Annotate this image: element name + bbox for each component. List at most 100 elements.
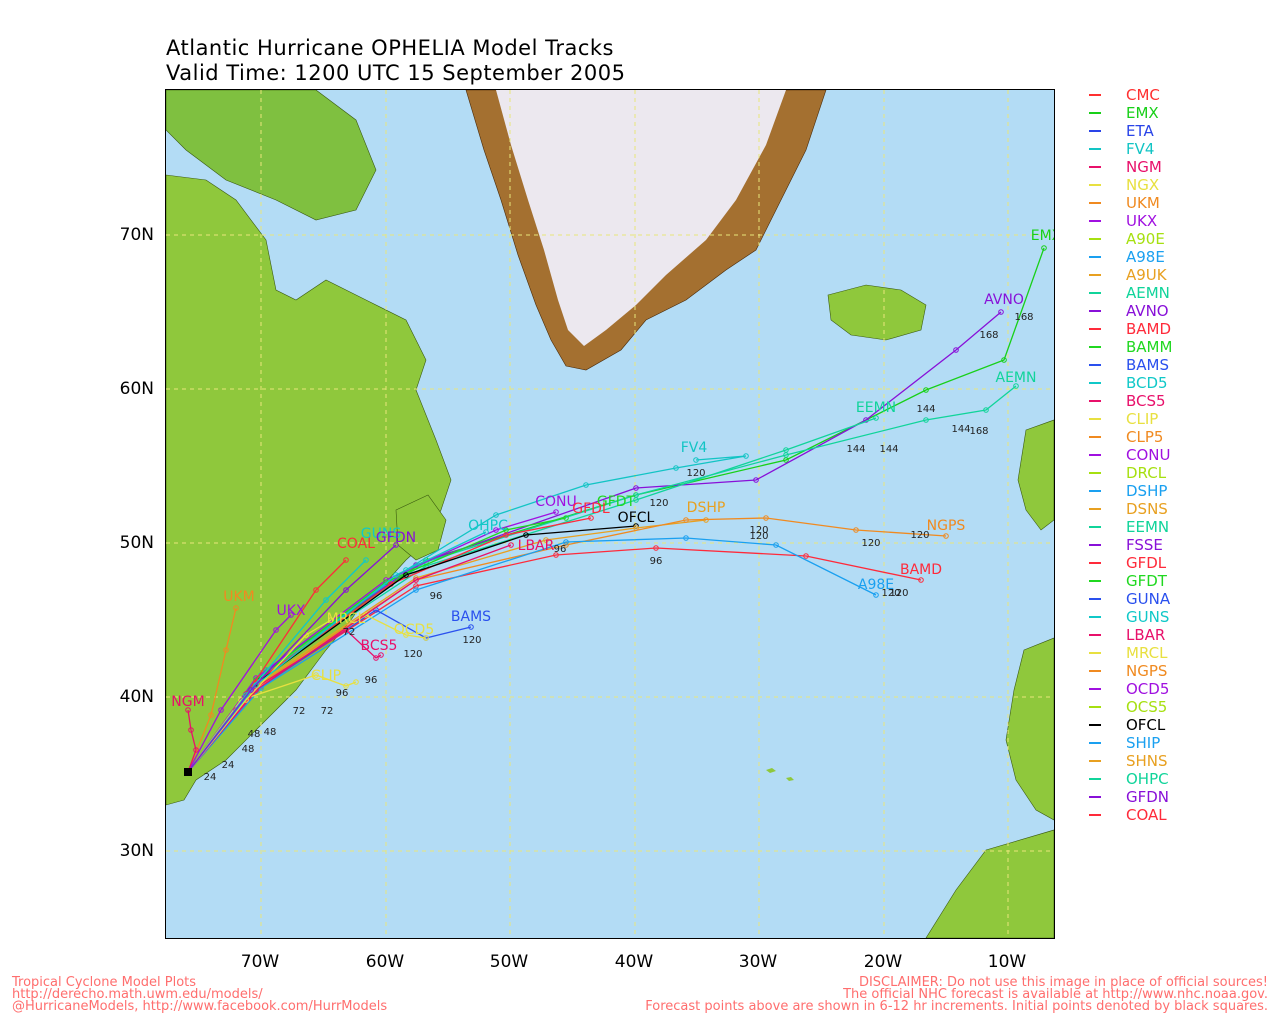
forecast-point — [943, 533, 949, 539]
legend-swatch — [1089, 310, 1101, 312]
forecast-hour-label: 96 — [554, 544, 567, 555]
forecast-point — [683, 517, 689, 523]
initial-position — [184, 768, 192, 776]
legend-item-clp5: CLP5 — [1086, 428, 1276, 446]
legend-swatch — [1089, 544, 1101, 546]
track-label-ukm: UKM — [223, 589, 255, 605]
lat-tick-70n: 70N — [119, 225, 154, 245]
lon-tick-20w: 20W — [863, 952, 903, 972]
legend-swatch — [1089, 652, 1101, 654]
forecast-point — [588, 515, 594, 521]
map-panel[interactable]: 168 168 168 144 144 144 144 120 120 120 120 120 120 1… — [165, 89, 1055, 939]
legend-label: GFDT — [1126, 572, 1167, 590]
legend-label: OCD5 — [1126, 680, 1170, 698]
forecast-point — [218, 707, 224, 713]
forecast-point — [493, 512, 499, 518]
forecast-point — [563, 539, 569, 545]
forecast-hour-label: 24 — [204, 772, 217, 783]
legend-swatch — [1089, 562, 1101, 564]
track-label-bams: BAMS — [451, 609, 491, 625]
forecast-point — [923, 417, 929, 423]
track-label-a98e: A98E — [858, 577, 894, 593]
footer-nhc-note: The official NHC forecast is available a… — [843, 987, 1268, 1002]
forecast-hour-label: 144 — [846, 444, 865, 455]
footer-site-url[interactable]: http://derecho.math.uwm.edu/models/ — [12, 987, 263, 1002]
lat-tick-60n: 60N — [119, 379, 154, 399]
lon-tick-30w: 30W — [738, 952, 778, 972]
legend-swatch — [1089, 760, 1101, 762]
legend-item-guna: GUNA — [1086, 590, 1276, 608]
legend-swatch — [1089, 274, 1101, 276]
legend-item-fsse: FSSE — [1086, 536, 1276, 554]
iceland — [827, 284, 927, 341]
forecast-hour-label: 144 — [951, 424, 970, 435]
legend-item-ohpc: OHPC — [1086, 770, 1276, 788]
forecast-point — [363, 557, 369, 563]
forecast-point — [1041, 245, 1047, 251]
legend-item-ocs5: OCS5 — [1086, 698, 1276, 716]
forecast-hour-label: 144 — [879, 444, 898, 455]
forecast-point — [853, 527, 859, 533]
legend-swatch — [1089, 148, 1101, 150]
footer-site-title: Tropical Cyclone Model Plots — [12, 975, 197, 990]
legend-swatch — [1089, 166, 1101, 168]
legend-item-cmc: CMC — [1086, 86, 1276, 104]
forecast-point — [393, 572, 399, 578]
forecast-point — [343, 683, 349, 689]
legend-label: SHIP — [1126, 734, 1161, 752]
track-label-ofcl: OFCL — [618, 510, 655, 526]
legend-label: A9UK — [1126, 266, 1167, 284]
lon-tick-50w: 50W — [489, 952, 529, 972]
track-label-fv4: FV4 — [681, 440, 708, 456]
forecast-hour-label: 48 — [242, 744, 255, 755]
legend-label: EEMN — [1126, 518, 1170, 536]
forecast-point — [393, 542, 399, 548]
track-ukx — [187, 614, 292, 773]
legend-label: NGX — [1126, 176, 1160, 194]
landmasses — [166, 90, 1054, 938]
initial-point-marker — [184, 768, 192, 776]
legend-swatch — [1089, 112, 1101, 114]
forecast-point — [563, 542, 569, 548]
forecast-point — [923, 387, 929, 393]
legend-label: COAL — [1126, 806, 1167, 824]
forecast-point — [763, 515, 769, 521]
forecast-point — [953, 347, 959, 353]
legend-item-lbar: LBAR — [1086, 626, 1276, 644]
track-label-ocd5: OCD5 — [394, 622, 434, 638]
legend-item-bamd: BAMD — [1086, 320, 1276, 338]
legend-item-gfdn: GFDN — [1086, 788, 1276, 806]
forecast-point — [998, 309, 1004, 315]
legend-label: BCD5 — [1126, 374, 1168, 392]
forecast-point — [223, 647, 229, 653]
forecast-point — [563, 515, 569, 521]
model-tracks — [185, 245, 1047, 773]
legend-swatch — [1089, 436, 1101, 438]
legend-label: NGM — [1126, 158, 1162, 176]
north-america-land — [166, 174, 452, 806]
legend-label: GFDL — [1126, 554, 1167, 572]
forecast-point — [553, 552, 559, 558]
legend-item-ship: SHIP — [1086, 734, 1276, 752]
forecast-point — [553, 509, 559, 515]
track-clip — [187, 674, 357, 773]
forecast-hour-label: 120 — [881, 588, 900, 599]
forecast-point — [413, 587, 419, 593]
forecast-hour-label: 120 — [861, 538, 880, 549]
legend-item-aemn: AEMN — [1086, 284, 1276, 302]
forecast-point — [918, 577, 924, 583]
legend-label: CONU — [1126, 446, 1171, 464]
legend-item-bcd5: BCD5 — [1086, 374, 1276, 392]
footer-social[interactable]: @HurricaneModels, http://www.facebook.co… — [12, 999, 388, 1014]
track-label-bcs5: BCS5 — [361, 638, 398, 654]
legend-item-mrcl: MRCL — [1086, 644, 1276, 662]
forecast-hour-label: 24 — [222, 760, 235, 771]
legend-label: BAMS — [1126, 356, 1170, 374]
forecast-hour-label: 48 — [264, 727, 277, 738]
forecast-point — [783, 447, 789, 453]
legend-item-gfdl: GFDL — [1086, 554, 1276, 572]
legend-item-dshp: DSHP — [1086, 482, 1276, 500]
legend-label: OHPC — [1126, 770, 1169, 788]
legend-swatch — [1089, 724, 1101, 726]
forecast-point — [1001, 357, 1007, 363]
